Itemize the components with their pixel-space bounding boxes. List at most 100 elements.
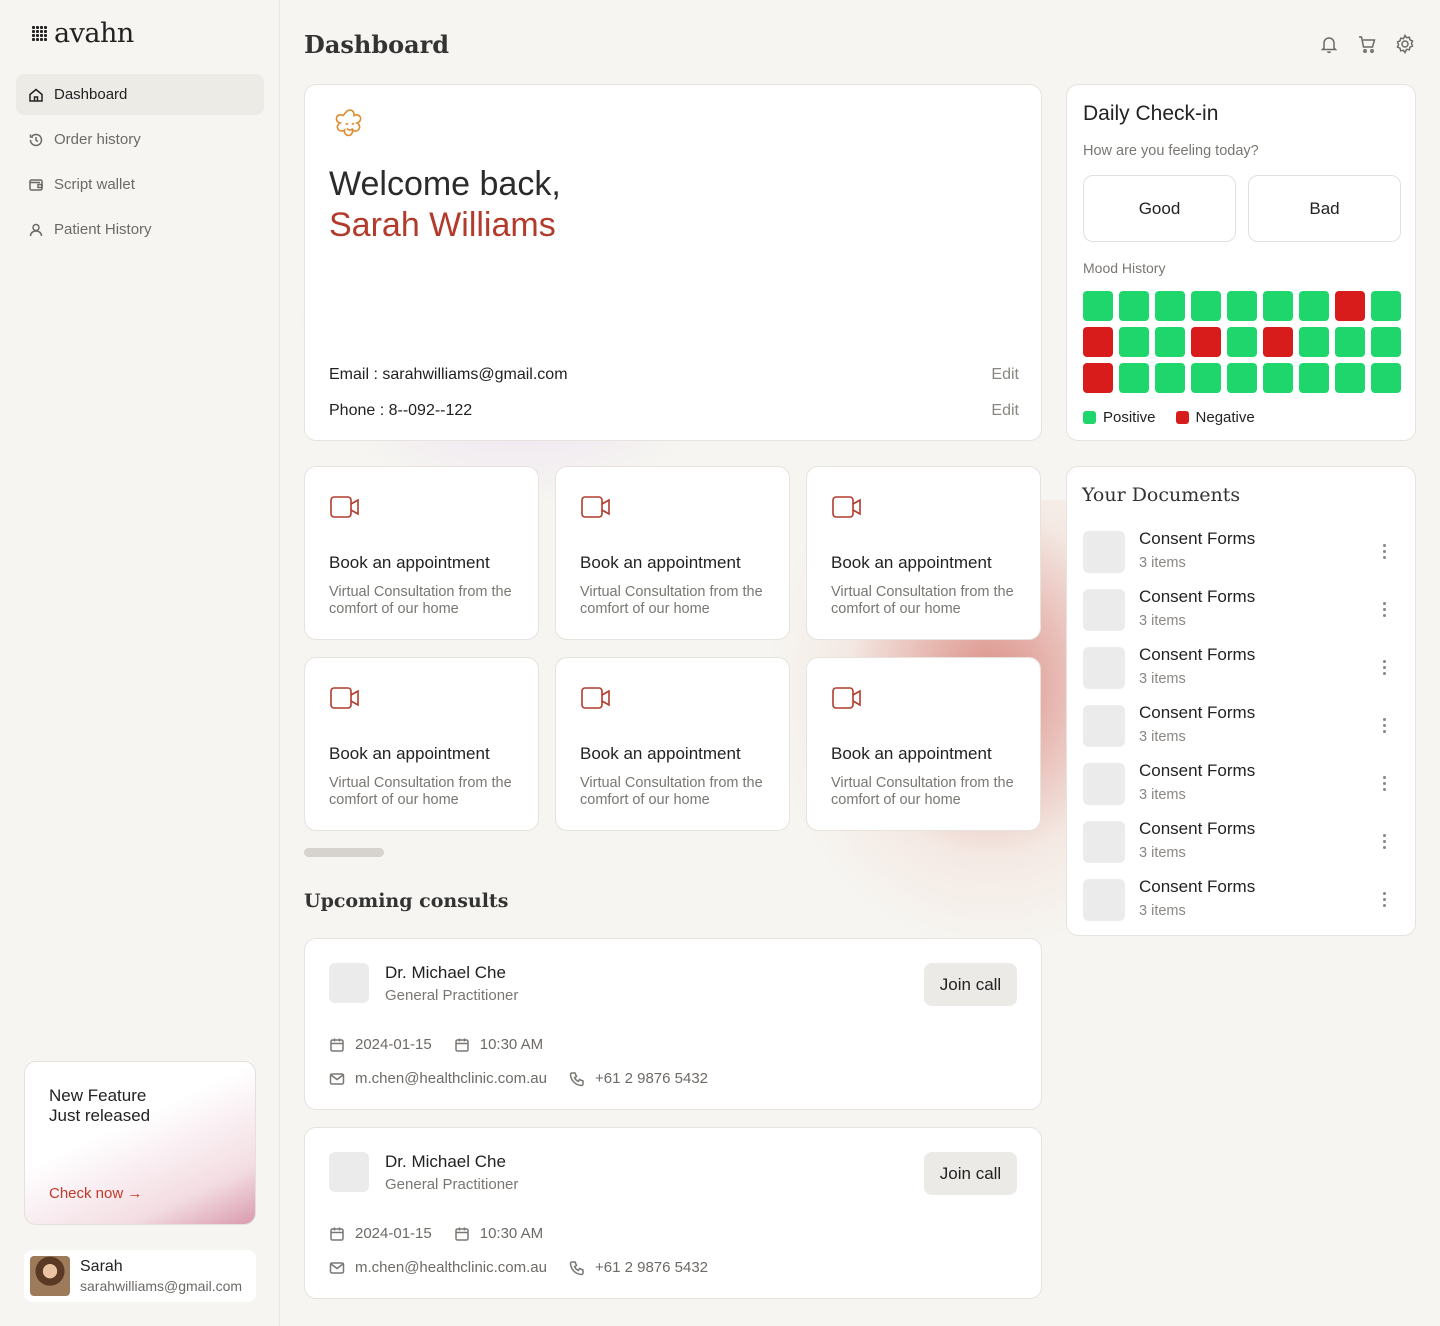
document-name: Consent Forms (1139, 877, 1256, 896)
more-options-icon[interactable] (1383, 660, 1387, 676)
calendar-icon (330, 1038, 344, 1052)
document-count: 3 items (1139, 787, 1186, 803)
mail-icon (329, 1072, 345, 1085)
more-options-icon[interactable] (1383, 602, 1387, 618)
document-name: Consent Forms (1139, 587, 1256, 606)
check-now-link[interactable]: Check now → (49, 1185, 143, 1202)
documents-card: Your Documents Consent Forms 3 items Con… (1066, 466, 1416, 936)
mood-good-button[interactable]: Good (1083, 175, 1236, 242)
sidebar-item-label: Order history (54, 131, 141, 148)
consult-phone[interactable]: +61 2 9876 5432 (594, 1259, 709, 1276)
email-label: Email : sarahwilliams@gmail.com (329, 366, 568, 383)
book-appointment-card[interactable]: Book an appointment Virtual Consultation… (806, 657, 1041, 831)
edit-phone-button[interactable]: Edit (991, 402, 1019, 419)
join-call-button[interactable]: Join call (924, 963, 1017, 1006)
user-profile[interactable]: Sarah sarahwilliams@gmail.com (24, 1250, 256, 1302)
more-options-icon[interactable] (1383, 718, 1387, 734)
cart-icon[interactable] (1356, 33, 1378, 55)
more-options-icon[interactable] (1383, 544, 1387, 560)
document-item[interactable]: Consent Forms 3 items (1083, 877, 1401, 921)
video-camera-icon (330, 687, 359, 709)
consult-email[interactable]: m.chen@healthclinic.com.au (355, 1070, 547, 1087)
book-appointment-card[interactable]: Book an appointment Virtual Consultation… (555, 466, 790, 640)
bell-icon[interactable] (1318, 33, 1340, 55)
upcoming-consults-title: Upcoming consults (304, 890, 509, 912)
mood-cell-positive (1227, 363, 1257, 393)
book-appointment-card[interactable]: Book an appointment Virtual Consultation… (555, 657, 790, 831)
sidebar-nav: Dashboard Order history Script wallet Pa… (16, 74, 264, 254)
mood-cell-positive (1227, 291, 1257, 321)
mood-cell-positive (1155, 363, 1185, 393)
appointment-subtitle: Virtual Consultation from the comfort of… (831, 775, 1014, 808)
document-item[interactable]: Consent Forms 3 items (1083, 645, 1401, 689)
new-feature-card: New Feature Just released Check now → (24, 1061, 256, 1225)
document-thumbnail (1083, 879, 1125, 921)
mood-cell-positive (1335, 363, 1365, 393)
mood-bad-button[interactable]: Bad (1248, 175, 1401, 242)
book-appointment-card[interactable]: Book an appointment Virtual Consultation… (304, 466, 539, 640)
document-name: Consent Forms (1139, 819, 1256, 838)
doctor-name: Dr. Michael Che (385, 1152, 506, 1171)
document-count: 3 items (1139, 729, 1186, 745)
feature-title: New Feature Just released (49, 1086, 231, 1126)
document-name: Consent Forms (1139, 645, 1256, 664)
negative-swatch (1175, 411, 1189, 424)
mood-cell-positive (1263, 363, 1293, 393)
document-thumbnail (1083, 647, 1125, 689)
mood-cell-positive (1191, 291, 1221, 321)
sidebar-item-patient-history[interactable]: Patient History (16, 209, 264, 250)
mood-cell-positive (1299, 363, 1329, 393)
consult-contact: m.chen@healthclinic.com.au +61 2 9876 54… (329, 1070, 730, 1087)
document-name: Consent Forms (1139, 761, 1256, 780)
sidebar: avahn Dashboard Order history Script wal… (0, 0, 280, 1326)
mood-cell-negative (1083, 327, 1113, 357)
avatar (30, 1256, 70, 1296)
mood-cell-negative (1335, 291, 1365, 321)
calendar-icon (454, 1227, 469, 1241)
document-item[interactable]: Consent Forms 3 items (1083, 703, 1401, 747)
mood-cell-positive (1299, 327, 1329, 357)
documents-title: Your Documents (1082, 484, 1241, 506)
document-item[interactable]: Consent Forms 3 items (1083, 819, 1401, 863)
consult-time: 10:30 AM (479, 1036, 544, 1053)
logo[interactable]: avahn (32, 18, 134, 49)
mood-legend: Positive Negative (1083, 409, 1275, 426)
more-options-icon[interactable] (1383, 834, 1387, 850)
document-item[interactable]: Consent Forms 3 items (1083, 529, 1401, 573)
user-email: sarahwilliams@gmail.com (80, 1278, 243, 1294)
consult-email[interactable]: m.chen@healthclinic.com.au (355, 1259, 547, 1276)
appointment-title: Book an appointment (831, 744, 992, 763)
document-item[interactable]: Consent Forms 3 items (1083, 587, 1401, 631)
more-options-icon[interactable] (1383, 776, 1387, 792)
video-camera-icon (832, 496, 861, 518)
sidebar-item-label: Patient History (54, 221, 152, 238)
mood-cell-positive (1119, 327, 1149, 357)
more-options-icon[interactable] (1383, 892, 1387, 908)
doctor-avatar (329, 963, 369, 1003)
appointment-title: Book an appointment (329, 553, 490, 572)
mood-cell-positive (1299, 291, 1329, 321)
phone-icon (569, 1071, 584, 1086)
sidebar-item-dashboard[interactable]: Dashboard (16, 74, 264, 115)
phone-label: Phone : 8--092--122 (329, 402, 473, 419)
sidebar-item-order-history[interactable]: Order history (16, 119, 264, 160)
join-call-button[interactable]: Join call (924, 1152, 1017, 1195)
mood-cell-positive (1227, 327, 1257, 357)
checkin-question: How are you feeling today? (1083, 143, 1259, 159)
welcome-greeting: Welcome back, (329, 165, 561, 203)
video-camera-icon (581, 687, 610, 709)
mood-cell-negative (1191, 327, 1221, 357)
book-appointment-card[interactable]: Book an appointment Virtual Consultation… (304, 657, 539, 831)
user-name: Sarah (80, 1258, 123, 1275)
mood-cell-positive (1119, 291, 1149, 321)
consult-phone[interactable]: +61 2 9876 5432 (594, 1070, 709, 1087)
mood-cell-negative (1083, 363, 1113, 393)
book-appointment-card[interactable]: Book an appointment Virtual Consultation… (806, 466, 1041, 640)
video-camera-icon (581, 496, 610, 518)
sidebar-item-script-wallet[interactable]: Script wallet (16, 164, 264, 205)
document-count: 3 items (1139, 555, 1186, 571)
document-item[interactable]: Consent Forms 3 items (1083, 761, 1401, 805)
settings-icon[interactable] (1394, 33, 1416, 55)
edit-email-button[interactable]: Edit (991, 366, 1019, 383)
carousel-scrollbar[interactable] (304, 848, 384, 857)
